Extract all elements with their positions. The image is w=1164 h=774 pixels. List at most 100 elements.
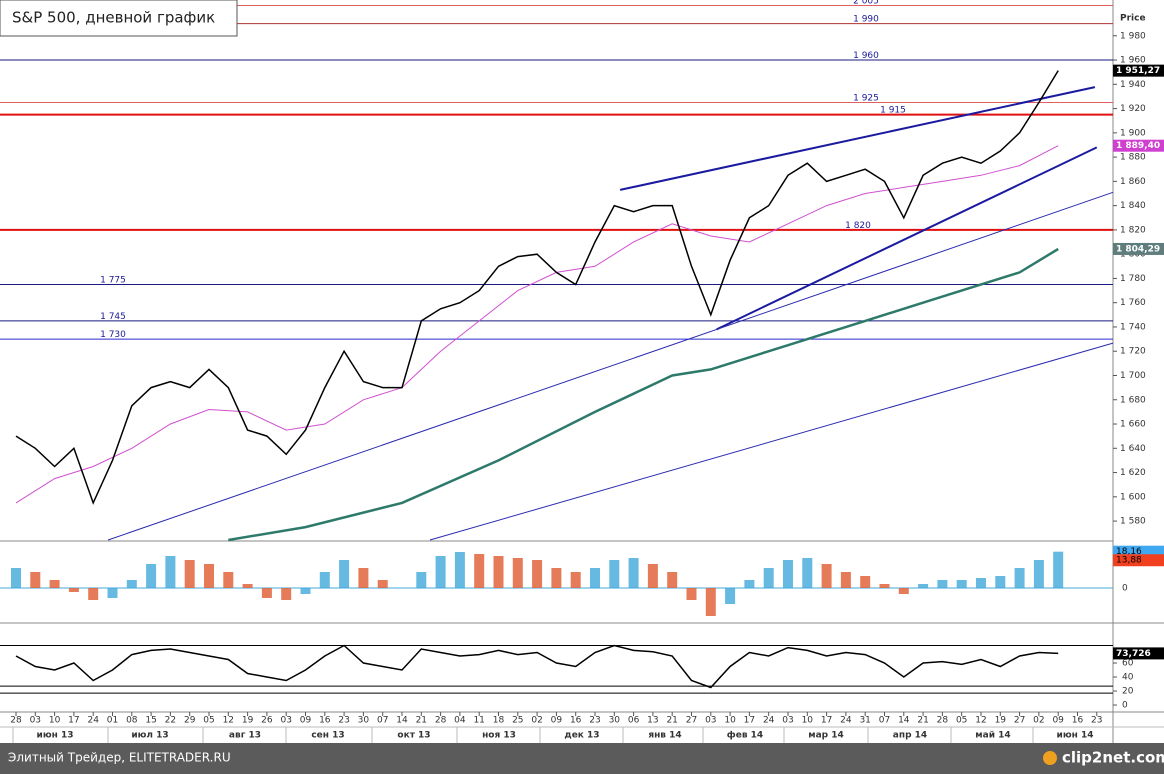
histogram-bar [493,556,504,588]
x-tick-label: 10 [802,716,814,726]
level-label: 1 745 [100,312,126,322]
x-tick-label: 24 [763,716,775,726]
histogram-bar [300,588,311,594]
month-label: мар 14 [808,731,844,741]
oscillator-line [15,644,1059,689]
month-label: май 14 [975,731,1010,741]
histogram-bar [1033,560,1044,588]
x-tick-label: 13 [647,716,658,726]
histogram-bar [860,576,871,588]
histogram-bar [146,564,157,588]
x-tick-label: 17 [821,716,832,726]
value-tag-label: 13,88 [1116,556,1142,566]
y-tick-label: 1 660 [1120,420,1146,430]
y-tick-label: 0 [1122,584,1128,594]
price-tag [1113,139,1164,152]
histogram-bar [165,556,176,588]
y-tick-label: 1 820 [1120,225,1146,235]
x-tick-label: 25 [512,716,523,726]
y-tick-label: 1 960 [1120,56,1146,66]
y-tick-label: 1 880 [1120,153,1146,163]
y-tick-label: 1 900 [1120,128,1146,138]
y-tick-label: 1 780 [1120,274,1146,284]
x-tick-label: 14 [898,716,910,726]
y-tick-label: 1 600 [1120,492,1146,502]
histogram-bar [126,580,137,588]
x-tick-label: 03 [280,716,291,726]
price-tag-label: 1 804,29 [1116,244,1160,254]
x-tick-label: 23 [589,716,600,726]
level-label: 1 915 [880,106,906,116]
y-tick-label: 1 620 [1120,468,1146,478]
price-line [15,70,1059,505]
histogram-bar [512,558,523,588]
x-tick-label: 18 [493,716,505,726]
x-tick-label: 10 [724,716,736,726]
level-label: 1 820 [845,221,871,231]
x-tick-label: 26 [261,716,273,726]
x-tick-label: 31 [859,716,870,726]
histogram-bar [995,576,1006,588]
x-tick-label: 30 [609,716,621,726]
histogram-bar [551,568,562,588]
x-tick-label: 12 [975,716,986,726]
price-tag [1113,242,1164,255]
x-tick-label: 28 [435,716,447,726]
histogram-bar [918,584,929,588]
histogram-bar [802,558,813,588]
x-tick-label: 03 [30,716,41,726]
month-label: окт 13 [397,731,430,741]
histogram-bar [937,580,948,588]
y-tick-label: 1 640 [1120,444,1146,454]
level-label: 1 990 [853,15,879,25]
histogram-bar [589,568,600,588]
histogram-bar [725,588,736,604]
level-label: 1 925 [853,94,879,104]
x-tick-label: 07 [377,716,388,726]
histogram-bar [242,584,253,588]
level-label: 1 730 [100,330,126,340]
month-label: апр 14 [893,731,927,741]
histogram-bar [10,568,21,588]
histogram-bar [358,568,369,588]
x-tick-label: 21 [666,716,677,726]
x-tick-label: 28 [10,716,22,726]
histogram-bar [339,560,350,588]
y-tick-label: 1 920 [1120,104,1146,114]
trend-line [619,86,1096,191]
logo-icon [1043,751,1057,765]
value-tag [1113,554,1164,567]
histogram-bar [705,588,716,616]
y-tick-label: 0 [1122,701,1128,711]
level-label: 1 775 [100,275,126,285]
x-tick-label: 09 [300,716,312,726]
histogram-bar [532,560,543,588]
x-tick-label: 03 [705,716,716,726]
histogram-bar [782,560,793,588]
x-tick-label: 11 [473,716,484,726]
histogram-bar [261,588,272,598]
histogram-bar [319,572,330,588]
x-tick-label: 04 [454,716,466,726]
x-tick-label: 24 [840,716,852,726]
price-tag-label: 1 889,40 [1116,141,1160,151]
month-label: авг 13 [229,731,261,741]
histogram-bar [184,560,195,588]
value-tag-label: 73,726 [1116,649,1151,659]
histogram-bar [281,588,292,600]
x-tick-label: 02 [1033,716,1044,726]
footer-bar [0,743,1164,774]
x-tick-label: 06 [628,716,640,726]
level-label: 2 005 [853,0,879,6]
x-tick-label: 16 [570,716,582,726]
value-tag-label: 18,16 [1116,547,1142,557]
x-tick-label: 27 [1014,716,1025,726]
x-tick-label: 16 [319,716,331,726]
title-box [0,0,238,37]
month-label: фев 14 [727,731,763,741]
x-tick-label: 03 [782,716,793,726]
histogram-bar [435,556,446,588]
histogram-bar [628,558,639,588]
